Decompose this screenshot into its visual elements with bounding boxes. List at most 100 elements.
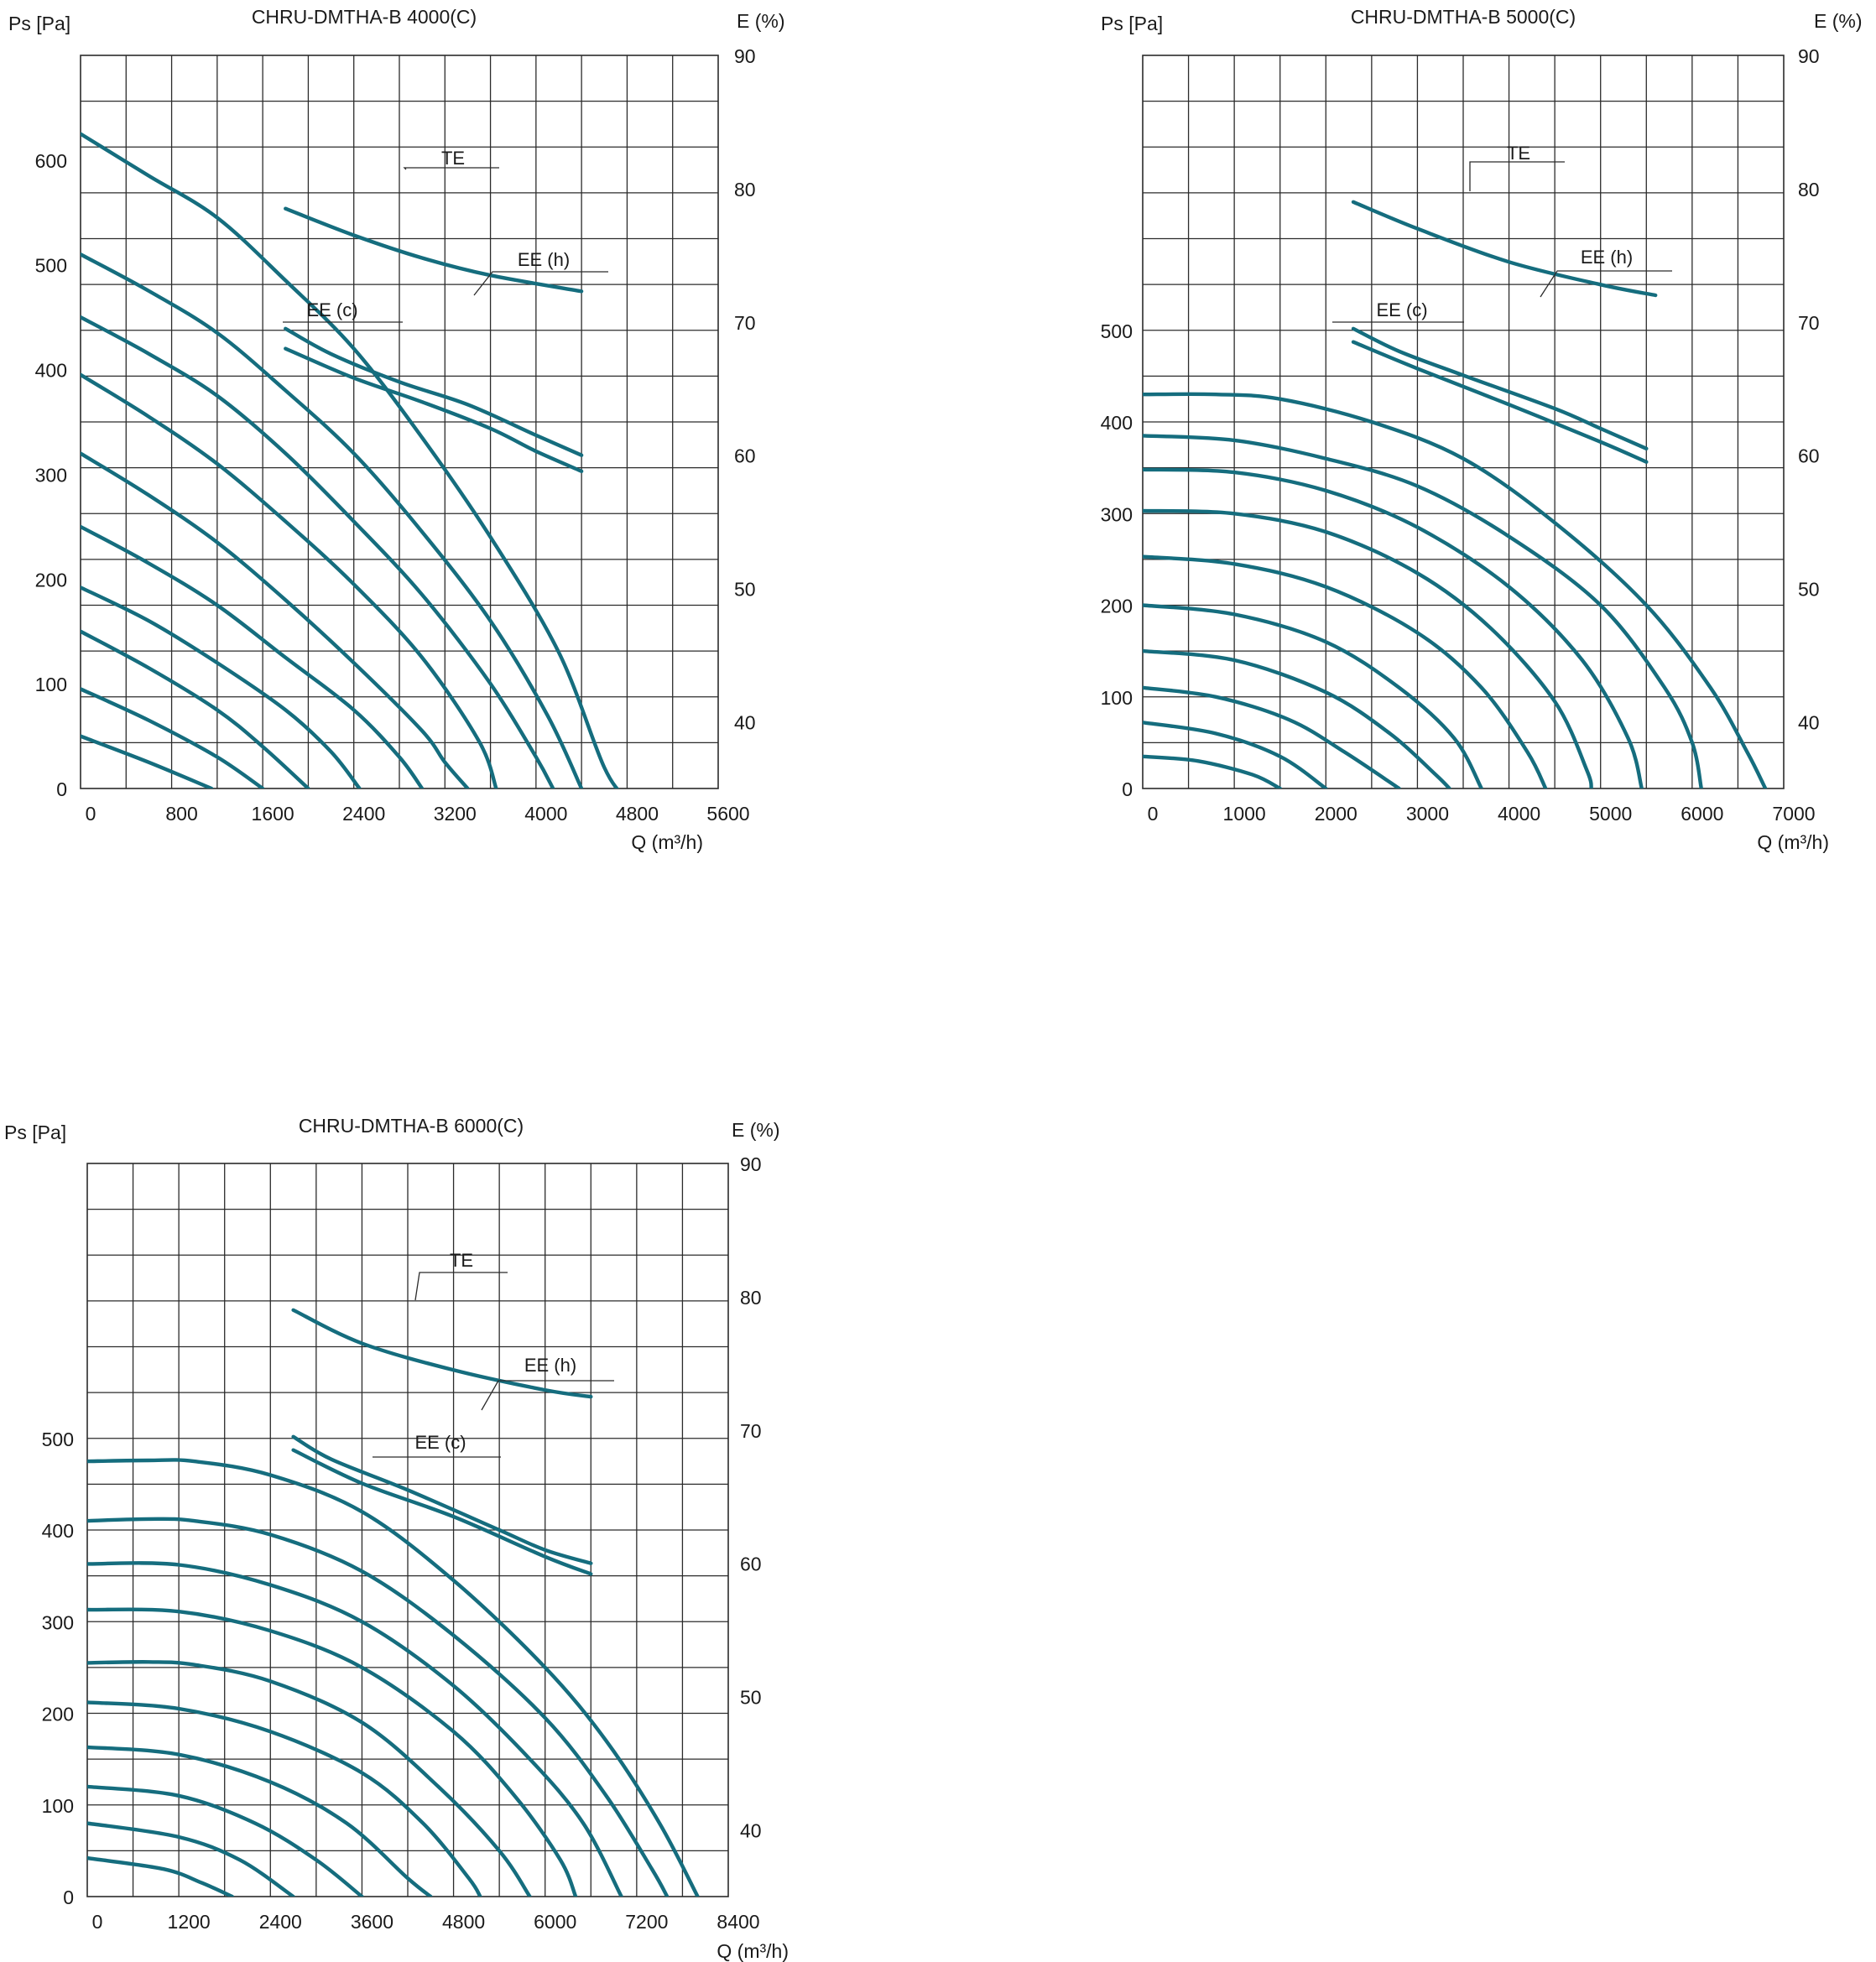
pressure-curve-3 [81, 315, 555, 788]
efficiency-curve-te [291, 1308, 593, 1399]
y-tick-label: 100 [1101, 687, 1133, 709]
y2-tick-label: 80 [1798, 179, 1820, 200]
y2-tick-label: 70 [1798, 312, 1820, 334]
pressure-curve-5 [87, 1660, 532, 1897]
x-tick-label: 5000 [1589, 803, 1632, 825]
pressure-curve-8 [1143, 685, 1401, 788]
grid [1143, 55, 1784, 788]
x-tick-label: 0 [1148, 803, 1159, 825]
pressure-curve-7 [81, 585, 362, 788]
y-axis-title: Ps [Pa] [1101, 13, 1163, 34]
leader-line-ee-h [473, 271, 608, 296]
pressure-curve-9 [87, 1821, 295, 1897]
series-label-te: TE [450, 1250, 473, 1271]
pressure-curve-4 [1143, 508, 1593, 788]
pressure-curve-10 [1143, 754, 1282, 788]
pressure-curve-1 [1143, 392, 1768, 788]
chart-title: CHRU-DMTHA-B 4000(C) [252, 6, 477, 28]
efficiency-curve-te [1351, 200, 1658, 298]
pressure-curve-6 [81, 524, 425, 788]
y2-tick-label: 90 [1798, 45, 1820, 67]
x-tick-label: 6000 [1681, 803, 1723, 825]
efficiency-curve-ee-h [284, 326, 584, 457]
x-tick-label: 800 [165, 803, 197, 825]
y-tick-label: 600 [35, 150, 67, 172]
efficiency-curves [284, 206, 584, 473]
y2-tick-label: 90 [734, 45, 756, 67]
pressure-curve-8 [87, 1784, 364, 1897]
pressure-curve-9 [1143, 721, 1328, 788]
x-axis-title: Q (m³/h) [1757, 831, 1829, 853]
chart-4000: CHRU-DMTHA-B 4000(C) Ps [Pa] E (%) Q (m³/h)… [8, 6, 785, 853]
y2-tick-label: 90 [740, 1153, 762, 1175]
series-label-ee-h: EE (h) [524, 1355, 576, 1376]
y-tick-label: 500 [1101, 320, 1133, 342]
pressure-curve-8 [81, 629, 310, 788]
x-tick-label: 7000 [1772, 803, 1815, 825]
y2-tick-label: 60 [734, 445, 756, 467]
plot-frame [80, 55, 719, 789]
x-tick-label: 0 [86, 803, 96, 825]
efficiency-curve-te [284, 206, 584, 294]
grid [87, 1163, 728, 1897]
y2-tick-label: 70 [734, 312, 756, 334]
pressure-curve-4 [81, 372, 498, 788]
y-tick-label: 500 [35, 255, 67, 277]
y2-tick-label: 60 [1798, 445, 1820, 467]
y-tick-label: 200 [42, 1704, 74, 1725]
chart-6000: CHRU-DMTHA-B 6000(C) Ps [Pa] E (%) Q (m³/h)… [4, 1115, 789, 1962]
x-tick-label: 2400 [259, 1911, 302, 1933]
x-tick-label: 4000 [524, 803, 567, 825]
x-tick-label: 1000 [1223, 803, 1266, 825]
x-tick-label: 2000 [1315, 803, 1357, 825]
series-label-te: TE [441, 148, 465, 169]
pressure-curve-2 [1143, 434, 1703, 788]
y2-tick-label: 80 [734, 179, 756, 200]
pressure-curve-5 [1143, 554, 1548, 788]
x-tick-label: 3200 [434, 803, 477, 825]
x-tick-label: 8400 [717, 1911, 759, 1933]
x-tick-label: 2400 [342, 803, 385, 825]
x-tick-label: 4000 [1498, 803, 1540, 825]
efficiency-curves [291, 1308, 593, 1576]
series-label-ee-c: EE (c) [414, 1432, 466, 1453]
efficiency-curve-ee-h [1351, 326, 1649, 450]
chart-5000: CHRU-DMTHA-B 5000(C) Ps [Pa] E (%) Q (m³/h)… [1101, 6, 1863, 853]
efficiency-curves [1351, 200, 1658, 464]
y2-tick-label: 40 [734, 712, 756, 734]
series-label-ee-h: EE (h) [518, 249, 570, 270]
leader-line-te [1469, 161, 1565, 191]
pressure-curve-6 [87, 1700, 482, 1897]
pressure-curve-7 [1143, 648, 1451, 788]
series-label-ee-h: EE (h) [1581, 247, 1633, 268]
y-tick-label: 300 [42, 1611, 74, 1633]
pressure-curve-2 [87, 1517, 670, 1897]
y-tick-label: 300 [35, 464, 67, 486]
y-tick-label: 300 [1101, 503, 1133, 525]
series-label-ee-c: EE (c) [1376, 299, 1427, 320]
pressure-curve-6 [1143, 603, 1483, 788]
grid [81, 55, 718, 788]
leader-line-te [414, 1272, 508, 1301]
y-tick-label: 500 [42, 1429, 74, 1450]
pressure-curves [81, 132, 620, 788]
x-axis-title: Q (m³/h) [631, 831, 703, 853]
leader-line-ee-h [481, 1380, 614, 1411]
y2-axis-title: E (%) [737, 10, 785, 32]
series-label-ee-c: EE (c) [306, 299, 357, 320]
y-tick-label: 200 [35, 569, 67, 591]
pressure-curve-1 [87, 1458, 700, 1897]
x-tick-label: 1600 [252, 803, 294, 825]
x-tick-label: 4800 [616, 803, 659, 825]
x-tick-label: 3000 [1406, 803, 1449, 825]
pressure-curve-1 [81, 132, 620, 788]
y-tick-label: 200 [1101, 596, 1133, 617]
pressure-curve-5 [81, 451, 470, 788]
x-tick-label: 5600 [706, 803, 749, 825]
y-axis-title: Ps [Pa] [4, 1122, 66, 1143]
efficiency-curve-ee-c [284, 346, 584, 473]
pressure-curves [87, 1458, 700, 1897]
y2-tick-label: 50 [1798, 579, 1820, 601]
efficiency-curve-ee-c [291, 1448, 593, 1576]
x-tick-label: 0 [92, 1911, 103, 1933]
